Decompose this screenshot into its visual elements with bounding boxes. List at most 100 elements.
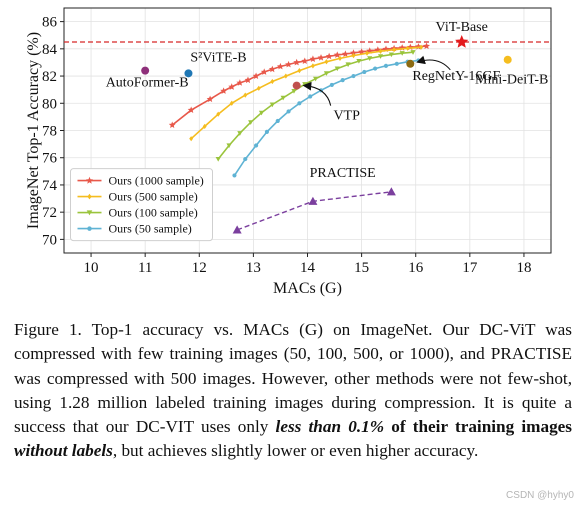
data-point bbox=[293, 58, 301, 66]
caption-text: Figure 1. Top-1 accuracy vs. MACs (G) on… bbox=[14, 320, 572, 437]
data-point bbox=[270, 78, 275, 85]
data-point bbox=[301, 57, 309, 64]
data-point bbox=[367, 56, 373, 61]
model-label: ViT-Base bbox=[436, 20, 488, 35]
y-tick-label: 74 bbox=[42, 178, 58, 194]
data-point bbox=[350, 49, 357, 56]
data-point bbox=[324, 59, 329, 65]
data-point bbox=[254, 143, 259, 148]
data-point bbox=[268, 65, 276, 73]
series-label: PRACTISE bbox=[310, 166, 376, 181]
y-tick-label: 82 bbox=[42, 69, 57, 85]
data-point bbox=[291, 88, 297, 94]
data-point bbox=[362, 69, 367, 75]
x-tick-label: 15 bbox=[354, 260, 369, 276]
caption-strong-text: of their training images bbox=[384, 417, 572, 437]
data-point bbox=[264, 129, 269, 134]
y-tick-label: 78 bbox=[42, 124, 57, 140]
data-point bbox=[206, 95, 214, 103]
x-tick-label: 18 bbox=[516, 260, 531, 276]
legend-label: Ours (50 sample) bbox=[108, 222, 191, 236]
legend-marker bbox=[87, 193, 92, 200]
y-tick-label: 72 bbox=[42, 205, 57, 221]
data-point bbox=[309, 55, 317, 62]
data-point bbox=[365, 50, 369, 56]
data-point bbox=[378, 48, 383, 54]
accuracy-vs-macs-chart: 10 11 12 13 14 15 16 17 18 70 72 74 76 78 80 82 84 86 MACs… bbox=[25, 7, 552, 297]
data-point bbox=[286, 109, 291, 114]
annotation-arrow bbox=[416, 55, 451, 71]
data-point bbox=[338, 55, 342, 61]
model-label: S²ViTE-B bbox=[190, 50, 246, 65]
legend-frame bbox=[69, 168, 213, 242]
data-point bbox=[168, 121, 176, 128]
model-label: AutoFormer-B bbox=[106, 76, 189, 91]
data-point bbox=[345, 62, 351, 68]
data-point bbox=[237, 131, 243, 136]
data-point bbox=[317, 54, 325, 61]
data-point bbox=[313, 76, 319, 82]
model-point bbox=[184, 69, 193, 78]
data-point bbox=[283, 73, 288, 79]
data-point bbox=[325, 52, 333, 60]
x-tick-label: 11 bbox=[138, 260, 152, 276]
legend-label: Ours (1000 sample) bbox=[108, 174, 203, 188]
data-point bbox=[410, 50, 416, 55]
model-point bbox=[141, 66, 150, 75]
series-markers bbox=[232, 187, 396, 234]
data-point bbox=[243, 92, 248, 98]
model-label: VTP bbox=[333, 109, 360, 124]
data-point bbox=[220, 87, 228, 94]
model-label: Mini-DeiT-B bbox=[475, 73, 548, 88]
y-tick-label: 84 bbox=[42, 42, 58, 58]
x-tick-label: 13 bbox=[246, 260, 261, 276]
legend: Ours (1000 sample) Ours (500 sample) Ours … bbox=[69, 168, 213, 242]
data-point bbox=[297, 68, 302, 74]
data-point bbox=[386, 187, 396, 196]
data-point bbox=[351, 73, 356, 79]
x-tick-label: 16 bbox=[408, 260, 424, 276]
x-axis-label: MACs (G) bbox=[273, 280, 342, 297]
x-tick-label: 10 bbox=[84, 260, 99, 276]
data-point bbox=[243, 157, 248, 162]
legend-label: Ours (100 sample) bbox=[108, 206, 197, 220]
data-point bbox=[342, 50, 349, 57]
series-line bbox=[190, 46, 422, 140]
data-point bbox=[399, 51, 405, 56]
watermark: CSDN @hyhy0 bbox=[506, 490, 574, 501]
legend-label: Ours (500 sample) bbox=[108, 190, 197, 204]
data-point bbox=[405, 45, 410, 51]
data-point bbox=[269, 102, 275, 108]
data-point bbox=[394, 61, 399, 66]
y-tick-label: 70 bbox=[42, 232, 57, 248]
series-markers bbox=[189, 44, 424, 142]
data-point bbox=[392, 47, 397, 53]
data-point bbox=[187, 106, 195, 113]
y-axis-label: ImageNet Top-1 Accuracy (%) bbox=[25, 32, 42, 229]
annotation-arrow bbox=[302, 81, 332, 106]
data-point bbox=[308, 94, 313, 99]
data-point bbox=[232, 225, 242, 234]
data-point bbox=[226, 143, 232, 149]
data-point bbox=[377, 54, 384, 59]
model-point bbox=[503, 55, 512, 64]
model-point bbox=[406, 59, 415, 68]
y-tick-label: 76 bbox=[42, 151, 58, 167]
legend-marker bbox=[87, 226, 92, 231]
x-tick-label: 14 bbox=[300, 260, 316, 276]
data-point bbox=[373, 66, 378, 71]
data-point bbox=[383, 63, 389, 68]
model-point bbox=[455, 35, 469, 48]
data-point bbox=[333, 51, 341, 58]
data-point bbox=[216, 111, 221, 117]
data-point bbox=[297, 101, 302, 106]
data-point bbox=[258, 110, 265, 116]
series-markers bbox=[215, 50, 416, 162]
data-point bbox=[351, 53, 356, 59]
data-point bbox=[356, 59, 362, 64]
data-point bbox=[229, 100, 234, 106]
data-point bbox=[236, 79, 244, 86]
data-point bbox=[256, 85, 261, 91]
model-point bbox=[292, 81, 301, 90]
legend-marker bbox=[85, 176, 94, 184]
